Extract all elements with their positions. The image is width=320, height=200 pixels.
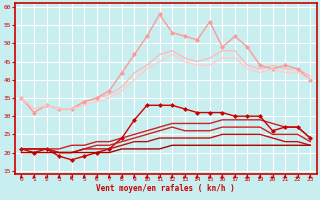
X-axis label: Vent moyen/en rafales ( kn/h ): Vent moyen/en rafales ( kn/h )	[96, 184, 235, 193]
